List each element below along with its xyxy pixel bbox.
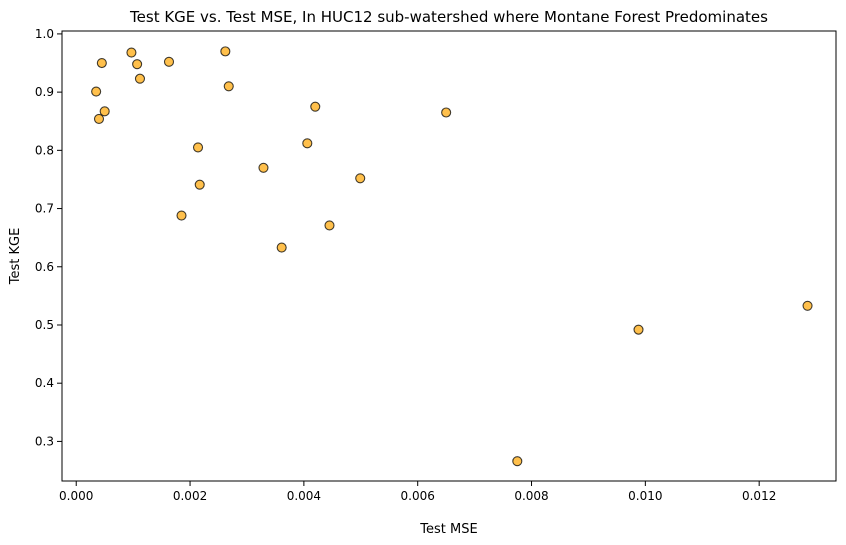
data-point bbox=[276, 242, 287, 253]
x-tick-label: 0.010 bbox=[628, 489, 662, 503]
x-tick-label: 0.012 bbox=[742, 489, 776, 503]
data-point bbox=[355, 173, 366, 184]
data-point bbox=[93, 113, 105, 124]
y-tick-label: 0.3 bbox=[35, 434, 54, 448]
data-point bbox=[512, 456, 523, 467]
data-point bbox=[176, 210, 187, 221]
data-point bbox=[220, 46, 231, 57]
x-tick-label: 0.006 bbox=[401, 489, 435, 503]
data-point bbox=[134, 73, 146, 84]
plot-area: 0.000 0.002 0.004 0.006 0.008 0.010 0.012 0.30… bbox=[35, 27, 837, 503]
data-point bbox=[99, 106, 110, 117]
data-point bbox=[802, 300, 813, 311]
data-point bbox=[302, 138, 313, 149]
x-tick-label: 0.004 bbox=[287, 489, 321, 503]
data-point bbox=[126, 47, 137, 58]
chart-title: Test KGE vs. Test MSE, In HUC12 sub-wate… bbox=[129, 8, 768, 26]
x-axis-ticks: 0.000 0.002 0.004 0.006 0.008 0.010 0.012 bbox=[59, 481, 776, 503]
y-tick-label: 0.9 bbox=[35, 85, 54, 99]
x-tick-label: 0.002 bbox=[173, 489, 207, 503]
data-point bbox=[132, 59, 143, 70]
data-point bbox=[194, 179, 205, 190]
data-point bbox=[258, 162, 269, 173]
data-point bbox=[192, 142, 204, 153]
data-point bbox=[163, 56, 175, 67]
y-tick-label: 0.7 bbox=[35, 202, 54, 216]
y-tick-label: 1.0 bbox=[35, 27, 54, 41]
data-point bbox=[223, 81, 234, 92]
data-point bbox=[324, 220, 335, 231]
data-point bbox=[310, 101, 321, 112]
y-axis-ticks: 0.3 0.4 0.5 0.6 0.7 0.8 0.9 1.0 bbox=[35, 27, 62, 448]
plot-frame bbox=[61, 30, 837, 482]
data-point bbox=[96, 57, 107, 69]
data-points bbox=[91, 46, 813, 467]
y-tick-label: 0.6 bbox=[35, 260, 54, 274]
x-axis-label: Test MSE bbox=[419, 522, 477, 537]
y-tick-label: 0.8 bbox=[35, 143, 54, 157]
y-tick-label: 0.4 bbox=[35, 376, 54, 390]
y-axis-label: Test KGE bbox=[8, 228, 23, 286]
y-tick-label: 0.5 bbox=[35, 318, 54, 332]
x-tick-label: 0.008 bbox=[514, 489, 548, 503]
x-tick-label: 0.000 bbox=[59, 489, 93, 503]
data-point bbox=[91, 86, 102, 97]
data-point bbox=[441, 107, 452, 118]
data-point bbox=[633, 324, 644, 335]
